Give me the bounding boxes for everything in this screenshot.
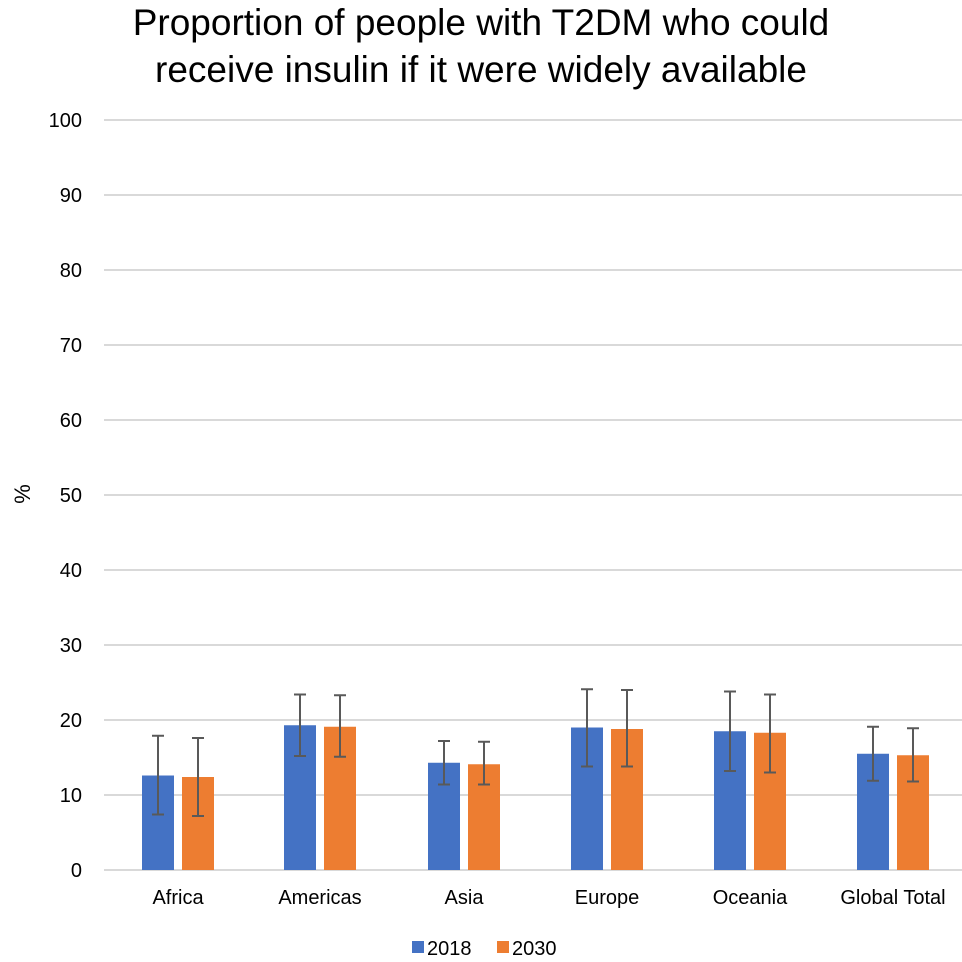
error-bar-2030-oceania [764,693,776,774]
error-bar-2030-global-total [907,727,919,783]
y-axis-tick-labels: 0 10 20 30 40 50 60 70 80 90 100 [49,110,82,882]
error-bar-2018-americas [294,693,306,757]
error-bar-2030-europe [621,689,633,768]
chart-title-line-2: receive insulin if it were widely availa… [155,49,807,90]
y-tick-label: 60 [60,410,82,432]
y-tick-label: 70 [60,335,82,357]
x-tick-label: Oceania [713,887,788,909]
legend-label: 2018 [427,938,472,960]
y-tick-label: 100 [49,110,82,132]
x-tick-label: Europe [575,887,640,909]
y-axis-label: % [10,484,35,504]
y-tick-label: 30 [60,635,82,657]
gridlines [104,119,962,871]
legend-swatch [412,941,424,953]
y-tick-label: 20 [60,710,82,732]
y-tick-label: 80 [60,260,82,282]
x-tick-label: Africa [152,887,204,909]
error-bar-2030-asia [478,740,490,786]
legend-item-2030: 2030 [497,938,557,960]
error-bar-2018-europe [581,688,593,768]
error-bar-2018-africa [152,734,164,816]
legend-swatch [497,941,509,953]
y-tick-label: 0 [71,860,82,882]
error-bar-2018-global-total [867,725,879,782]
x-tick-label: Global Total [840,887,945,909]
y-tick-label: 40 [60,560,82,582]
bars [142,725,929,870]
error-bars [152,688,919,817]
error-bar-2018-oceania [724,690,736,772]
y-tick-label: 10 [60,785,82,807]
error-bar-2018-asia [438,740,450,786]
error-bar-2030-americas [334,694,346,758]
y-tick-label: 90 [60,185,82,207]
x-axis-category-labels: Africa Americas Asia Europe Oceania Global To… [152,887,945,909]
legend-label: 2030 [512,938,557,960]
x-tick-label: Asia [445,887,485,909]
chart-title-line-1: Proportion of people with T2DM who could [133,2,830,43]
legend-item-2018: 2018 [412,938,472,960]
chart-title: Proportion of people with T2DM who could… [133,2,830,90]
error-bar-2030-africa [192,737,204,817]
legend: 2018 2030 [412,938,557,960]
x-tick-label: Americas [278,887,361,909]
y-tick-label: 50 [60,485,82,507]
